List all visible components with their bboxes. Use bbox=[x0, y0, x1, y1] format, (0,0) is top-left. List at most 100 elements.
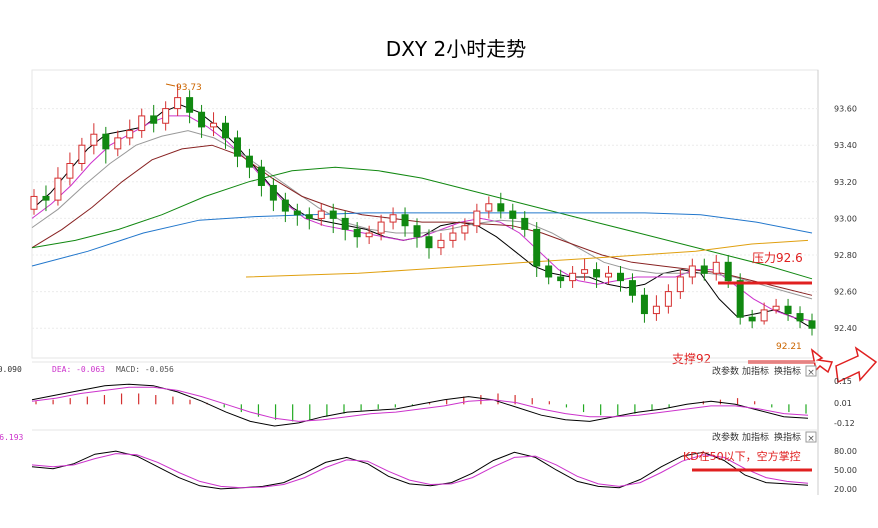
macd-add-indicator-button[interactable]: 加指标 bbox=[742, 365, 769, 377]
candle bbox=[688, 258, 696, 285]
kd-k-line bbox=[31, 450, 809, 490]
kd-annotation: KD在50以下，空方掌控 bbox=[683, 449, 801, 463]
candle bbox=[78, 137, 86, 171]
kd-add-indicator-button[interactable]: 加指标 bbox=[742, 431, 769, 443]
chart-title: DXY 2小时走势 bbox=[386, 37, 526, 61]
candle bbox=[808, 313, 816, 336]
kd-edit-params-button[interactable]: 改参数 bbox=[712, 431, 739, 443]
candle bbox=[748, 309, 756, 329]
candle bbox=[281, 192, 289, 223]
low-price-label: 92.21 bbox=[776, 342, 802, 352]
candle-body bbox=[269, 184, 277, 201]
candle-body bbox=[760, 309, 768, 322]
candle-body bbox=[557, 276, 565, 282]
candle bbox=[461, 218, 469, 241]
candle-body bbox=[102, 133, 110, 150]
candle bbox=[186, 90, 194, 124]
candle-body bbox=[198, 111, 206, 128]
candle bbox=[353, 222, 361, 248]
candle bbox=[162, 101, 170, 131]
main-y-tick-label: 92.80 bbox=[834, 251, 857, 260]
resistance-annotation: 压力92.6 bbox=[752, 251, 803, 265]
candle bbox=[784, 298, 792, 321]
macd-dea-line bbox=[31, 386, 809, 422]
moving-average-line-4 bbox=[31, 144, 813, 296]
moving-average-line-1 bbox=[31, 104, 813, 329]
moving-average-line-5 bbox=[31, 166, 813, 280]
candle-body bbox=[329, 210, 337, 219]
macd-switch-indicator-button[interactable]: 换指标 bbox=[774, 365, 801, 377]
candle-body bbox=[377, 221, 385, 234]
candle-body bbox=[664, 291, 672, 307]
candle-body bbox=[700, 265, 708, 274]
candle bbox=[521, 211, 529, 237]
main-y-tick-label: 92.40 bbox=[834, 324, 857, 333]
main-panel: 92.40 92.60 92.80 93.00 93.20 93.40 93.60 93.7… bbox=[30, 69, 878, 495]
candle-body bbox=[712, 261, 720, 274]
candle-body bbox=[688, 265, 696, 278]
candle bbox=[389, 207, 397, 230]
main-y-tick-label: 93.60 bbox=[834, 105, 857, 114]
candle bbox=[640, 287, 648, 323]
main-y-tick-label: 93.40 bbox=[834, 141, 857, 150]
macd-lines bbox=[31, 383, 809, 427]
candle bbox=[305, 207, 313, 230]
kd-d-line bbox=[31, 453, 809, 489]
candle bbox=[341, 211, 349, 241]
candle-body bbox=[78, 144, 86, 165]
moving-average-line-6 bbox=[31, 212, 813, 267]
candle-body bbox=[473, 210, 481, 227]
candle-body bbox=[497, 203, 505, 212]
macd-edit-params-button[interactable]: 改参数 bbox=[712, 365, 739, 377]
candle bbox=[652, 295, 660, 321]
candle bbox=[676, 269, 684, 299]
candle bbox=[605, 265, 613, 285]
candle bbox=[210, 112, 218, 137]
candle-body bbox=[353, 228, 361, 238]
candle-body bbox=[784, 305, 792, 315]
candle bbox=[102, 126, 110, 164]
candle bbox=[736, 273, 744, 325]
candle bbox=[174, 84, 182, 116]
candlesticks bbox=[30, 84, 816, 336]
candle bbox=[581, 258, 589, 281]
main-y-tick-label: 92.60 bbox=[834, 288, 857, 297]
candle-body bbox=[138, 115, 146, 132]
candle bbox=[138, 108, 146, 138]
candle-body bbox=[42, 195, 50, 201]
candle-body bbox=[605, 272, 613, 278]
macd-close-button[interactable]: × bbox=[805, 365, 817, 378]
candle-body bbox=[401, 214, 409, 227]
candle-body bbox=[545, 265, 553, 278]
candle bbox=[317, 203, 325, 226]
candle-body bbox=[222, 122, 230, 139]
candle-body bbox=[569, 272, 577, 282]
candle bbox=[30, 189, 38, 215]
macd-legend-macd: MACD: -0.056 bbox=[116, 365, 174, 374]
candle bbox=[365, 225, 373, 245]
candle-body bbox=[341, 217, 349, 230]
kd-y-tick-label: 80.00 bbox=[834, 447, 857, 456]
candle bbox=[545, 258, 553, 285]
candle bbox=[66, 152, 74, 186]
candle-body bbox=[533, 228, 541, 267]
kd-close-box bbox=[805, 431, 817, 443]
candle-body bbox=[616, 272, 624, 282]
macd-y-ticks: 0.15 0.01 -0.12 bbox=[834, 377, 855, 428]
kd-close-button[interactable]: × bbox=[805, 431, 817, 444]
candle bbox=[437, 233, 445, 256]
kd-legend-k: K: 26.193 bbox=[0, 433, 24, 442]
candle-body bbox=[365, 232, 373, 238]
macd-y-tick-label: -0.12 bbox=[834, 419, 855, 428]
macd-legend: DIFF: -0.090 DEA: -0.063 MACD: -0.056 bbox=[0, 365, 174, 374]
candle bbox=[569, 265, 577, 288]
candle-body bbox=[808, 320, 816, 329]
candle bbox=[664, 284, 672, 314]
candle-body bbox=[126, 130, 134, 139]
kd-switch-indicator-button[interactable]: 换指标 bbox=[774, 431, 801, 443]
candle bbox=[796, 306, 804, 329]
candle bbox=[245, 148, 253, 179]
candle-body bbox=[521, 217, 529, 230]
candle-body bbox=[640, 294, 648, 315]
